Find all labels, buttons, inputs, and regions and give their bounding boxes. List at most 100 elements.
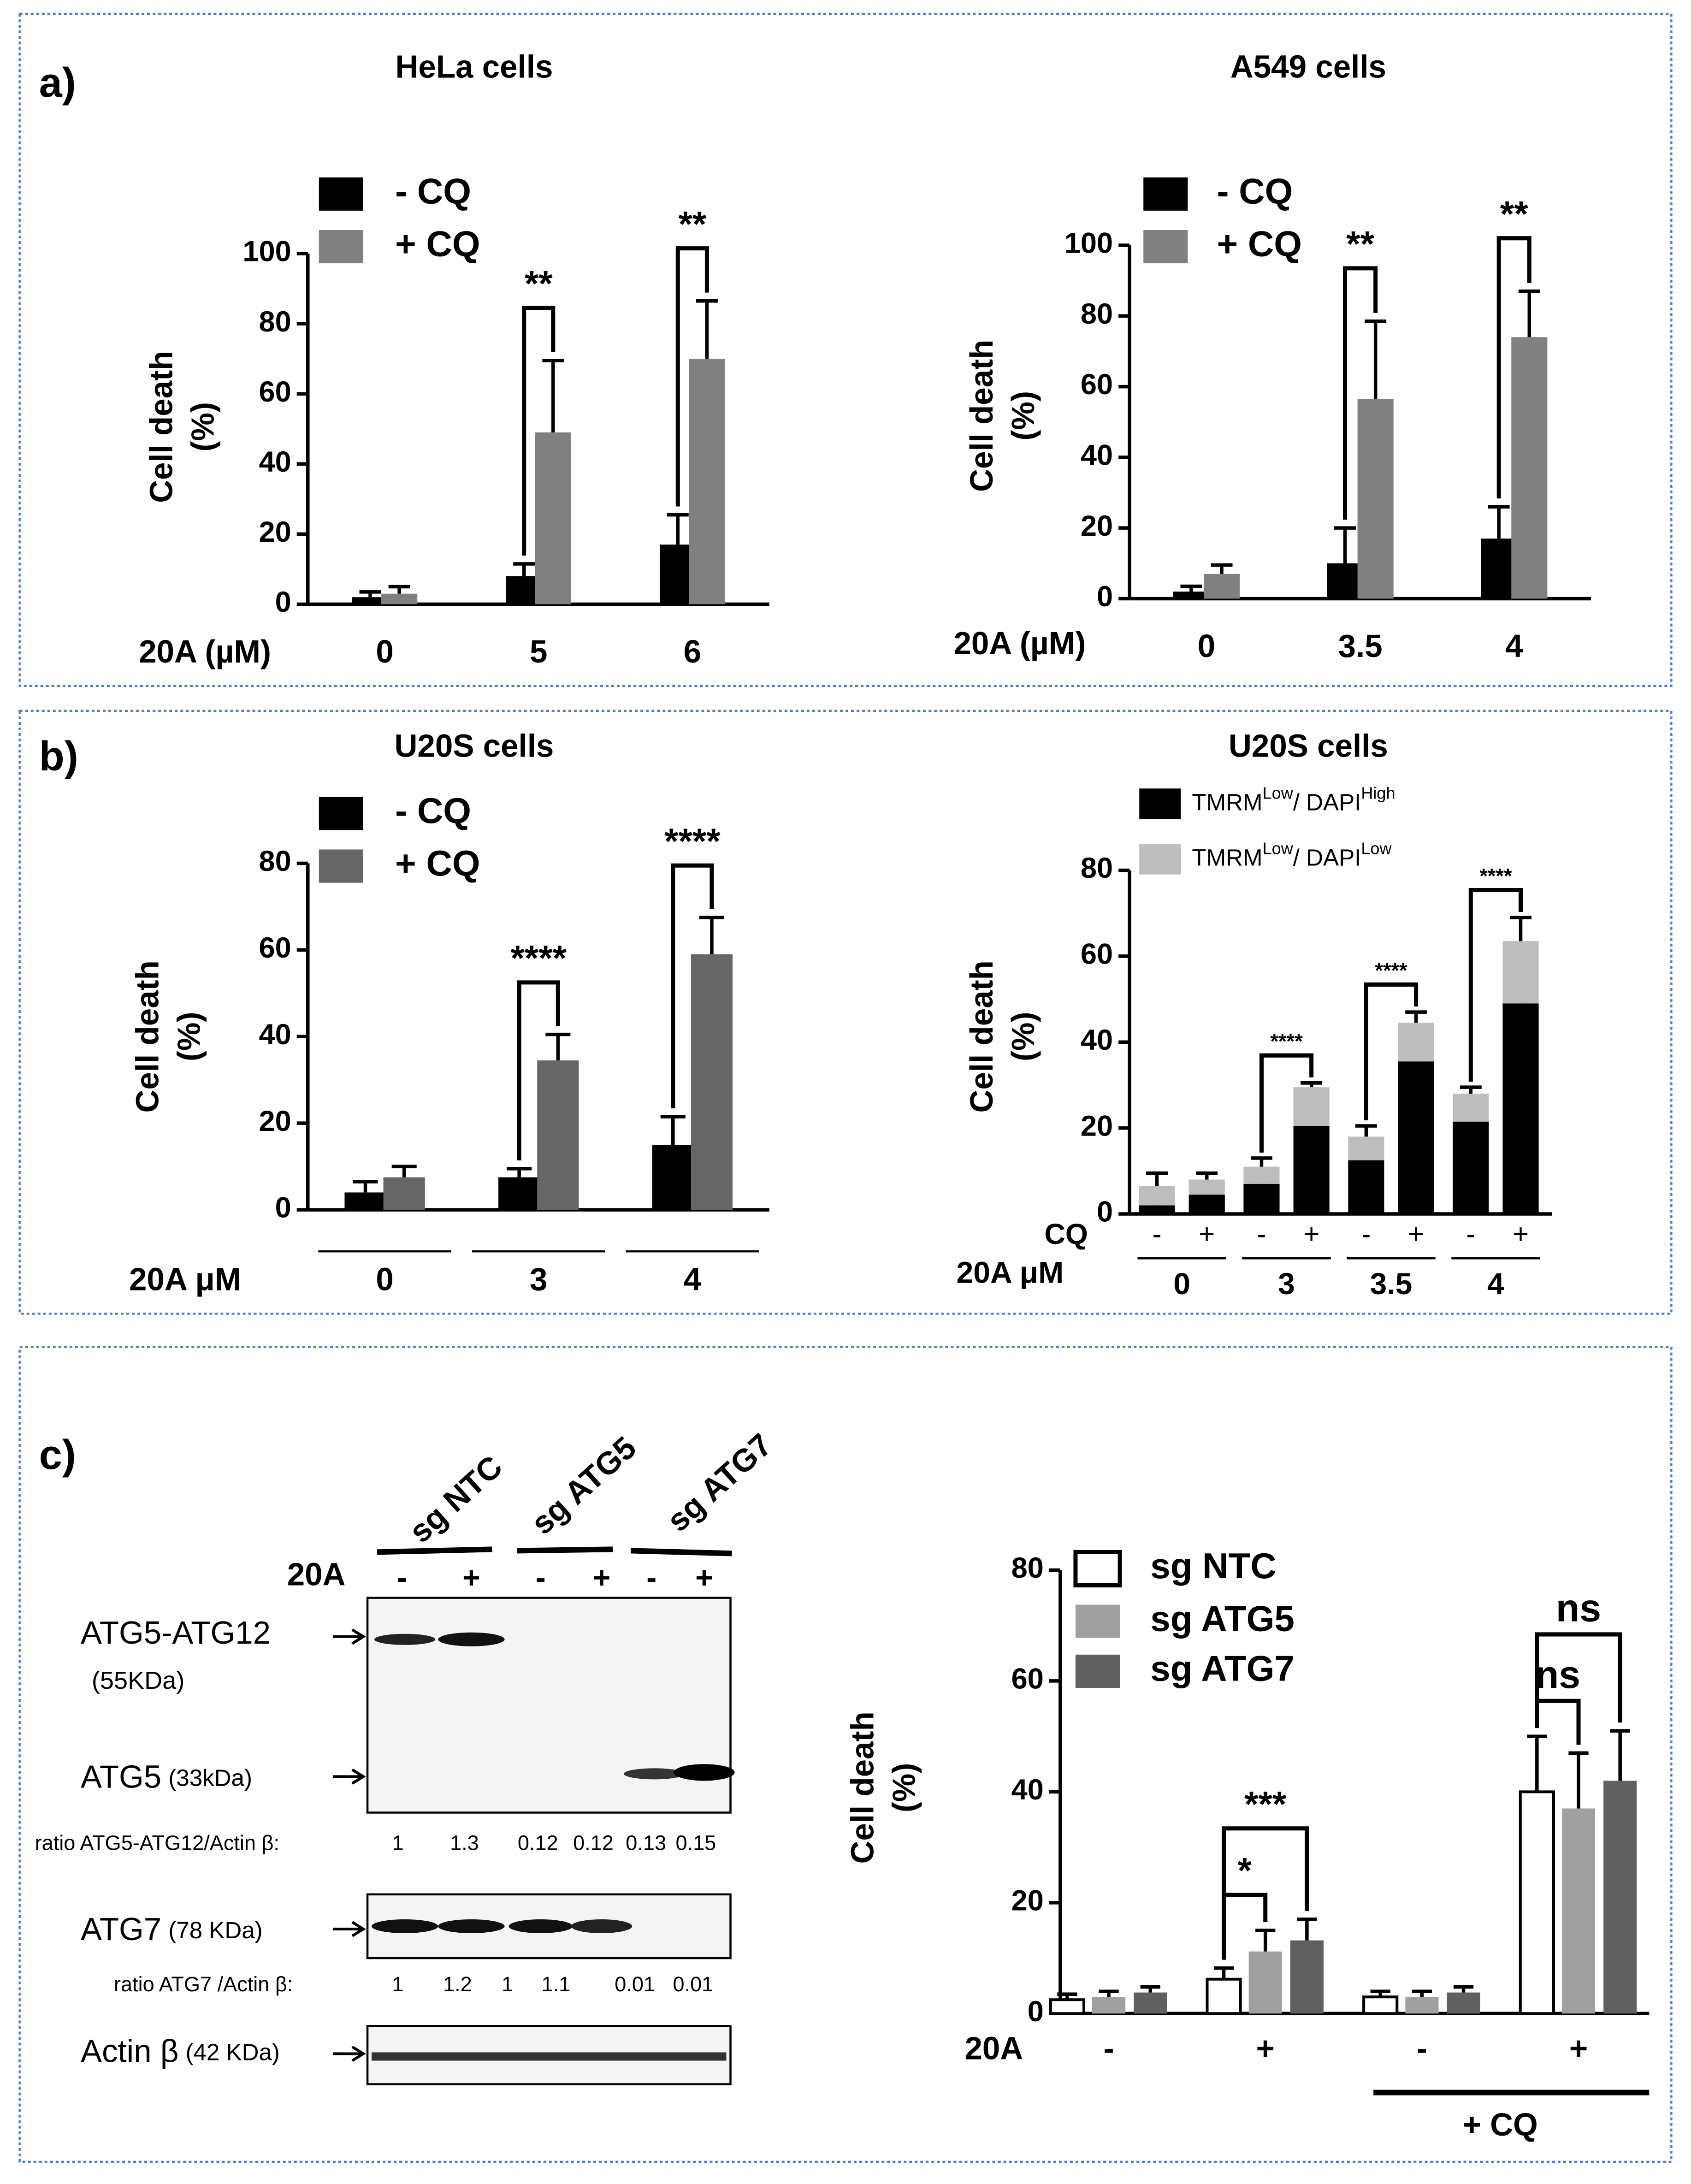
y-axis-label: Cell death <box>143 351 179 503</box>
significance-label: *** <box>1244 1783 1287 1824</box>
error-bar <box>667 513 689 545</box>
legend-label-part: Low <box>1263 839 1294 858</box>
x-tick-label: - <box>1104 2030 1114 2066</box>
bar <box>1561 1808 1596 2014</box>
blot-box <box>366 1597 732 1814</box>
x-tick-label: 4 <box>1505 628 1523 664</box>
band-name: ATG5 <box>81 1759 161 1795</box>
y-tick-label: 20 <box>1081 1110 1113 1142</box>
y-tick-label: 20 <box>259 516 291 548</box>
panel-border <box>18 12 1673 687</box>
ratio-value: 1.2 <box>443 1972 472 1996</box>
group-label: 3.5 <box>1370 1267 1413 1301</box>
bar <box>344 1192 386 1210</box>
error-bar <box>1334 526 1356 563</box>
bar <box>1519 1790 1555 2015</box>
x-tick-label: - <box>1466 1219 1475 1249</box>
error-bar <box>507 1166 532 1178</box>
group-label: 3 <box>1278 1267 1295 1301</box>
band <box>438 1919 505 1933</box>
x-tick-label: - <box>1257 1219 1266 1249</box>
legend-swatch <box>319 177 364 211</box>
bar-segment <box>1398 1061 1434 1214</box>
y-tick-label: 60 <box>259 932 291 964</box>
significance-bracket <box>1259 1053 1314 1153</box>
y-tick-label: 80 <box>1081 852 1113 884</box>
error-bar <box>1460 1085 1482 1094</box>
band <box>372 2052 727 2061</box>
bar-segment <box>1243 1166 1280 1184</box>
error-bar <box>1099 1989 1119 1997</box>
x-tick-label: 3 <box>530 1261 547 1297</box>
legend-swatch <box>319 797 364 830</box>
y-tick-label: 80 <box>259 306 291 338</box>
y-axis-label: Cell death <box>964 340 999 492</box>
significance-label: ns <box>1556 1586 1601 1630</box>
chart-title: U20S cells <box>395 728 554 764</box>
legend-swatch <box>1139 844 1181 875</box>
bar-segment <box>1453 1121 1489 1214</box>
band-size: (33kDa) <box>168 1764 252 1791</box>
x-tick-label: + <box>1256 2030 1275 2066</box>
significance-label: **** <box>1479 864 1512 888</box>
y-tick-label: 40 <box>259 1018 291 1051</box>
legend-label: TMRMLow/ DAPILow <box>1192 839 1392 870</box>
band <box>624 1768 685 1780</box>
legend-label: + CQ <box>395 224 480 264</box>
band <box>571 1919 633 1933</box>
ratio-value: 1 <box>392 1972 404 1996</box>
y-tick-label: 60 <box>259 376 291 408</box>
ratio-value: 0.12 <box>573 1831 614 1855</box>
error-bar <box>1213 1966 1234 1979</box>
y-tick-label: 60 <box>1081 938 1113 971</box>
group-label: 0 <box>1173 1267 1190 1301</box>
y-tick-label: 40 <box>1081 439 1113 472</box>
legend-label-part: / DAPI <box>1293 789 1361 815</box>
bar <box>1134 1992 1167 2014</box>
bar-segment <box>1293 1125 1330 1214</box>
significance-bracket <box>1364 982 1419 1120</box>
band-name: Actin β <box>81 2033 179 2069</box>
y-tick-label: 80 <box>1081 298 1113 330</box>
bar <box>1405 1997 1439 2014</box>
error-bar <box>1251 1156 1272 1167</box>
bar <box>1603 1781 1637 2014</box>
error-bar <box>1527 1734 1547 1792</box>
y-tick-label: 100 <box>242 236 291 268</box>
legend-label: - CQ <box>1217 171 1293 211</box>
x-tick-label: - <box>1417 2030 1427 2066</box>
bar-segment <box>1139 1205 1175 1214</box>
y-axis-label: (%) <box>1005 1012 1041 1062</box>
significance-bracket <box>1496 236 1531 499</box>
x-tick-label: + <box>1569 2030 1588 2066</box>
y-axis-label: (%) <box>185 402 221 452</box>
legend-label: sg ATG5 <box>1150 1598 1295 1639</box>
y-axis-label: (%) <box>1005 391 1041 441</box>
y-tick-label: 80 <box>259 845 291 877</box>
legend-label: sg ATG7 <box>1150 1648 1295 1689</box>
y-tick-label: 0 <box>1097 580 1113 613</box>
legend-label: TMRMLow/ DAPIHigh <box>1192 783 1395 815</box>
band-size: (42 KDa) <box>186 2039 280 2065</box>
lane-sign: + <box>695 1561 713 1595</box>
ratio-value: 1 <box>502 1972 513 1996</box>
ratio-value: 0.12 <box>518 1831 558 1855</box>
error-bar <box>1405 1010 1427 1023</box>
significance-bracket <box>1222 1826 1309 1911</box>
error-bar <box>388 585 410 594</box>
bar <box>1357 399 1394 599</box>
ratio-value: 0.01 <box>615 1972 655 1996</box>
bar <box>1481 539 1517 599</box>
bar-segment <box>1398 1023 1434 1062</box>
significance-bracket <box>1468 888 1523 1082</box>
bar-segment <box>1188 1195 1225 1214</box>
error-bar <box>1453 1985 1474 1993</box>
error-bar <box>1211 563 1233 574</box>
y-tick-label: 40 <box>1011 1774 1044 1806</box>
chart-title: A549 cells <box>1230 49 1386 85</box>
x-tick-label: 3.5 <box>1338 628 1383 664</box>
y-tick-label: 20 <box>259 1105 291 1137</box>
panel-label: c) <box>39 1432 76 1478</box>
significance-label: ns <box>1535 1653 1580 1696</box>
